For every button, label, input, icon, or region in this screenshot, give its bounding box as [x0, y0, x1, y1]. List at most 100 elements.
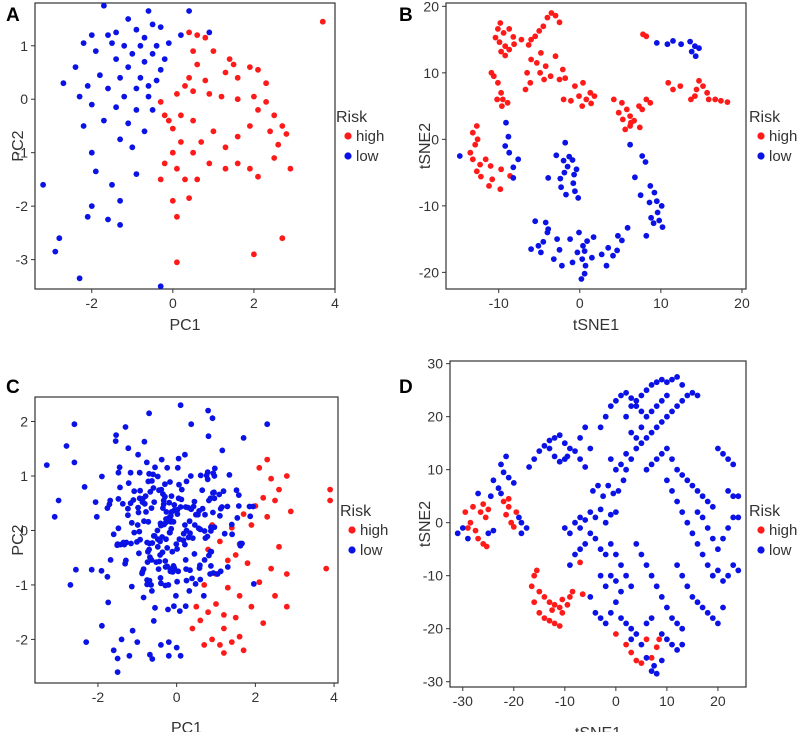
x-tick-label: 20 [710, 693, 726, 709]
point-high [482, 514, 489, 521]
y-tick-label: -3 [16, 252, 29, 268]
x-tick-label: -10 [489, 295, 509, 311]
point-low [171, 603, 177, 610]
legend-label-low: low [769, 542, 792, 559]
point-low [146, 470, 153, 477]
point-high [236, 633, 243, 640]
point-low [503, 119, 509, 126]
point-high [577, 559, 583, 566]
legend-title: Risk [749, 109, 781, 126]
point-high [467, 149, 474, 156]
point-low [150, 533, 157, 539]
point-low [579, 256, 586, 262]
y-tick-label: -1 [16, 577, 29, 593]
point-low [582, 541, 589, 547]
point-low [638, 641, 645, 648]
point-low [197, 576, 204, 583]
point-low [141, 58, 148, 65]
point-high [499, 96, 506, 103]
point-high [469, 156, 476, 163]
point-high [498, 48, 504, 55]
point-low [149, 588, 155, 594]
point-low [126, 652, 133, 659]
point-low [177, 402, 184, 409]
point-low [572, 519, 578, 526]
point-low [186, 588, 193, 594]
point-low [235, 503, 242, 509]
point-low [725, 525, 731, 531]
point-low [679, 397, 686, 404]
point-high [490, 73, 497, 80]
point-low [715, 567, 721, 574]
point-low [648, 572, 655, 579]
point-low [624, 224, 631, 231]
point-high [232, 614, 239, 621]
point-low [133, 85, 140, 92]
point-low [158, 456, 165, 463]
point-high [653, 644, 660, 651]
point-low [653, 583, 660, 590]
point-high [693, 86, 700, 93]
point-low [577, 546, 583, 553]
point-low [459, 525, 466, 531]
point-high [271, 155, 278, 161]
point-low [176, 536, 183, 543]
point-low [162, 558, 169, 564]
point-low [564, 453, 571, 460]
point-high [492, 34, 499, 41]
point-low [80, 123, 87, 129]
point-low [175, 568, 182, 575]
point-low [658, 631, 665, 637]
point-low [174, 578, 181, 585]
point-low [165, 582, 172, 588]
panel-letter: B [399, 5, 413, 26]
point-low [174, 546, 181, 552]
point-low [613, 578, 619, 584]
point-low [607, 572, 614, 579]
point-low [658, 397, 665, 404]
x-tick-label: -2 [86, 295, 99, 311]
point-high [568, 97, 574, 104]
point-high [556, 19, 563, 26]
point-high [174, 165, 180, 172]
point-low [597, 424, 604, 431]
point-high [193, 603, 200, 610]
point-low [735, 493, 742, 500]
point-high [544, 14, 551, 21]
x-tick-label: 2 [250, 295, 258, 311]
point-high [178, 139, 184, 145]
point-low [628, 395, 635, 401]
point-high [623, 106, 630, 113]
point-low [597, 506, 604, 513]
y-axis-title: tSNE2 [417, 501, 434, 547]
panel-d: D -30 -20 -10 0 10 20 -30 -20 -10 0 10 20 30 tSNE1 tSNE… [399, 356, 797, 732]
point-low [146, 546, 153, 553]
point-low [643, 232, 650, 239]
point-high [500, 30, 507, 36]
point-high [240, 511, 247, 517]
point-low [653, 40, 660, 46]
point-high [489, 176, 496, 183]
point-low [176, 481, 182, 488]
point-low [214, 571, 221, 577]
point-low [581, 270, 588, 277]
point-low [556, 246, 563, 253]
legend-key-high [344, 132, 352, 140]
point-low [607, 541, 614, 547]
legend: Risk high low [340, 503, 388, 559]
point-high [221, 625, 227, 632]
point-high [510, 524, 517, 530]
point-high [210, 128, 217, 135]
point-low [145, 478, 152, 485]
point-high [264, 456, 271, 463]
point-low [628, 625, 635, 632]
point-low [206, 552, 212, 559]
point-low [633, 445, 640, 452]
point-low [654, 209, 661, 216]
point-low [99, 473, 105, 480]
point-low [505, 474, 512, 481]
point-low [679, 472, 686, 478]
point-high [478, 173, 484, 180]
point-high [628, 649, 635, 656]
